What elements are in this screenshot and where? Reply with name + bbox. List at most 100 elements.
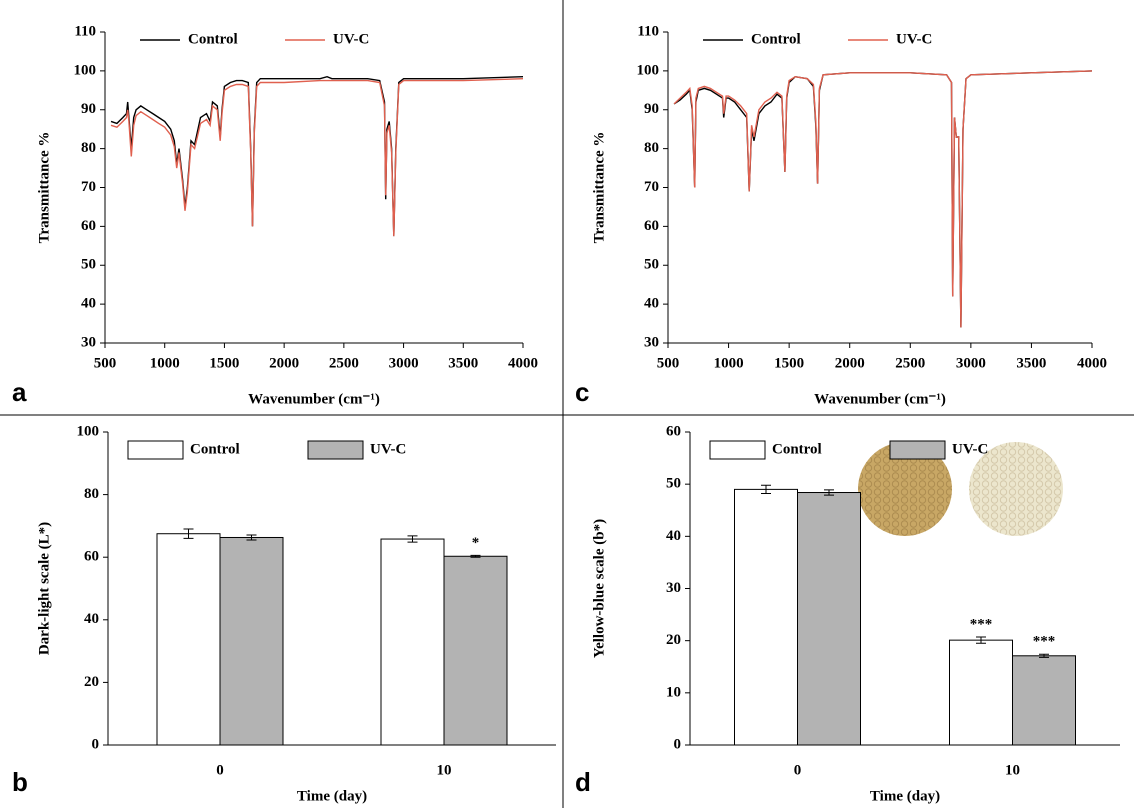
panel-label: b	[12, 767, 28, 797]
legend-label: UV-C	[896, 31, 932, 47]
x-tick-label: 0	[794, 762, 802, 778]
x-tick-label: 3500	[448, 355, 478, 371]
legend-label: UV-C	[370, 441, 406, 457]
y-tick-label: 40	[644, 296, 659, 312]
error-bar	[407, 535, 418, 543]
y-tick-label: 40	[666, 528, 681, 544]
legend-label: UV-C	[952, 441, 988, 457]
y-tick-label: 100	[637, 62, 660, 78]
bar	[156, 533, 221, 746]
y-tick-label: 40	[84, 611, 99, 627]
bar	[443, 555, 508, 746]
y-tick-label: 110	[637, 23, 659, 39]
significance-label: *	[472, 535, 480, 551]
y-tick-label: 30	[666, 580, 681, 596]
y-tick-label: 80	[644, 140, 659, 156]
error-bar	[1039, 653, 1049, 658]
legend-swatch	[127, 440, 184, 460]
x-tick-label: 2000	[835, 355, 865, 371]
y-axis-label: Transmittance %	[591, 132, 607, 244]
y-tick-label: 60	[644, 218, 659, 234]
x-tick-label: 10	[1005, 762, 1020, 778]
x-axis-label: Wavenumber (cm⁻¹)	[814, 391, 946, 407]
x-tick-label: 2500	[329, 355, 359, 371]
x-tick-label: 500	[657, 355, 680, 371]
legend-swatch	[709, 440, 766, 460]
y-tick-label: 90	[644, 101, 659, 117]
x-axis-label: Wavenumber (cm⁻¹)	[248, 391, 380, 407]
legend-label: Control	[772, 441, 822, 457]
x-tick-label: 3500	[1016, 355, 1046, 371]
x-tick-label: 10	[437, 762, 452, 778]
x-tick-label: 1000	[714, 355, 744, 371]
legend-label: Control	[190, 441, 240, 457]
y-tick-label: 60	[666, 423, 681, 439]
x-tick-label: 500	[94, 355, 117, 371]
error-bar	[470, 554, 481, 558]
x-tick-label: 4000	[1077, 355, 1107, 371]
y-tick-label: 100	[77, 423, 100, 439]
y-tick-label: 100	[74, 62, 97, 78]
y-tick-label: 50	[666, 476, 681, 492]
significance-label: ***	[970, 616, 993, 632]
y-tick-label: 40	[81, 296, 96, 312]
error-bar	[761, 484, 771, 495]
x-tick-label: 3000	[389, 355, 419, 371]
y-tick-label: 70	[644, 179, 659, 195]
y-tick-label: 30	[644, 334, 659, 350]
legend-label: UV-C	[333, 31, 369, 47]
sample-photo-texture	[858, 442, 952, 536]
panel-label: a	[12, 377, 27, 407]
y-tick-label: 20	[666, 632, 681, 648]
x-tick-label: 0	[216, 762, 224, 778]
panel-label: c	[575, 377, 589, 407]
bar	[797, 492, 861, 746]
panel-label: d	[575, 767, 591, 797]
spectrum-line	[673, 70, 1093, 328]
y-axis-label: Transmittance %	[36, 132, 52, 244]
bar	[734, 488, 798, 746]
sample-photo-texture	[969, 442, 1063, 536]
legend-label: Control	[188, 31, 238, 47]
y-tick-label: 80	[84, 486, 99, 502]
x-tick-label: 2000	[269, 355, 299, 371]
error-bar	[183, 528, 194, 539]
error-bar	[246, 534, 257, 541]
y-tick-label: 50	[644, 257, 659, 273]
bar	[380, 538, 445, 746]
y-tick-label: 60	[84, 549, 99, 565]
spectrum-line	[110, 75, 524, 237]
spectrum-line	[110, 78, 524, 237]
legend-label: Control	[751, 31, 801, 47]
x-tick-label: 1000	[150, 355, 180, 371]
y-tick-label: 20	[84, 674, 99, 690]
error-bar	[824, 489, 834, 496]
legend-swatch	[307, 440, 364, 460]
y-tick-label: 60	[81, 218, 96, 234]
y-tick-label: 10	[666, 684, 681, 700]
significance-label: ***	[1033, 634, 1056, 650]
bar	[219, 536, 284, 746]
spectrum-line	[673, 70, 1093, 328]
y-tick-label: 30	[81, 334, 96, 350]
y-tick-label: 0	[674, 736, 682, 752]
y-axis-label: Yellow-blue scale (b*)	[591, 519, 607, 658]
y-tick-label: 70	[81, 179, 96, 195]
x-tick-label: 4000	[508, 355, 538, 371]
y-tick-label: 50	[81, 257, 96, 273]
y-tick-label: 80	[81, 140, 96, 156]
bar	[1012, 655, 1076, 746]
x-tick-label: 1500	[774, 355, 804, 371]
x-tick-label: 3000	[956, 355, 986, 371]
legend-swatch	[889, 440, 946, 460]
x-axis-label: Time (day)	[297, 788, 367, 804]
x-axis-label: Time (day)	[870, 788, 940, 804]
y-tick-label: 110	[74, 23, 96, 39]
x-tick-label: 1500	[209, 355, 239, 371]
error-bar	[976, 636, 986, 644]
x-tick-label: 2500	[895, 355, 925, 371]
y-tick-label: 0	[92, 736, 100, 752]
y-axis-label: Dark-light scale (L*)	[36, 522, 52, 655]
